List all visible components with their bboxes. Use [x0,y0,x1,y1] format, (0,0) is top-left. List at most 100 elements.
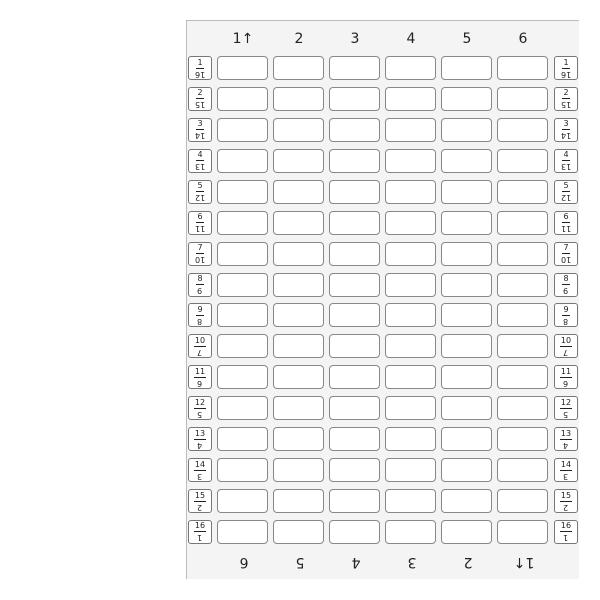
board-cell[interactable] [441,334,492,359]
row-number-top: 1 [196,57,204,69]
board-cell[interactable] [217,334,268,359]
board-cell[interactable] [217,117,268,142]
board-cell[interactable] [385,179,436,204]
board-cell[interactable] [497,86,548,111]
board-cell[interactable] [385,458,436,483]
board-cell[interactable] [385,241,436,266]
board-cell[interactable] [497,272,548,297]
board-cell[interactable] [273,179,324,204]
board-cell[interactable] [441,56,492,80]
board-cell[interactable] [441,519,492,544]
board-cell[interactable] [273,117,324,142]
board-cell[interactable] [217,427,268,452]
board-cell[interactable] [497,303,548,328]
board-cell[interactable] [217,519,268,544]
board-cell[interactable] [385,519,436,544]
board-cell[interactable] [329,241,380,266]
board-cell[interactable] [329,519,380,544]
board-cell[interactable] [217,303,268,328]
board-cell[interactable] [441,396,492,421]
board-cell[interactable] [329,86,380,111]
board-cell[interactable] [273,241,324,266]
board-cell[interactable] [329,303,380,328]
board-cell[interactable] [497,396,548,421]
board-cell[interactable] [273,489,324,514]
board-cell[interactable] [273,272,324,297]
board-cell[interactable] [497,519,548,544]
board-cell[interactable] [497,117,548,142]
board-cell[interactable] [385,365,436,390]
board-cell[interactable] [497,56,548,80]
board-cell[interactable] [385,210,436,235]
board-cell[interactable] [217,458,268,483]
board-cell[interactable] [217,365,268,390]
board-cell[interactable] [329,458,380,483]
board-cell[interactable] [217,179,268,204]
board-cell[interactable] [329,179,380,204]
row-number-bottom: 8 [563,316,569,326]
board-cell[interactable] [385,303,436,328]
board-cell[interactable] [273,519,324,544]
board-cell[interactable] [441,272,492,297]
board-cell[interactable] [385,334,436,359]
board-cell[interactable] [329,56,380,80]
board-cell[interactable] [385,396,436,421]
board-cell[interactable] [497,427,548,452]
row-number-bottom: 4 [563,440,569,450]
board-cell[interactable] [329,365,380,390]
board-cell[interactable] [441,148,492,173]
board-cell[interactable] [497,210,548,235]
row-number-bottom: 5 [197,409,203,419]
board-cell[interactable] [329,489,380,514]
board-cell[interactable] [385,56,436,80]
board-cell[interactable] [441,86,492,111]
board-cell[interactable] [497,489,548,514]
board-cell[interactable] [217,396,268,421]
board-cell[interactable] [497,334,548,359]
board-cell[interactable] [273,210,324,235]
board-cell[interactable] [217,56,268,80]
board-cell[interactable] [441,117,492,142]
board-cell[interactable] [329,210,380,235]
board-cell[interactable] [273,56,324,80]
board-cell[interactable] [441,489,492,514]
board-cell[interactable] [497,241,548,266]
board-cell[interactable] [217,86,268,111]
board-cell[interactable] [497,179,548,204]
board-cell[interactable] [441,210,492,235]
board-cell[interactable] [441,241,492,266]
board-cell[interactable] [217,272,268,297]
board-cell[interactable] [329,148,380,173]
board-cell[interactable] [273,334,324,359]
board-cell[interactable] [385,272,436,297]
board-cell[interactable] [385,86,436,111]
board-cell[interactable] [329,272,380,297]
board-cell[interactable] [497,458,548,483]
board-cell[interactable] [217,210,268,235]
board-cell[interactable] [385,489,436,514]
board-cell[interactable] [441,365,492,390]
board-cell[interactable] [273,303,324,328]
board-cell[interactable] [329,334,380,359]
board-cell[interactable] [217,148,268,173]
board-cell[interactable] [441,179,492,204]
board-cell[interactable] [385,117,436,142]
board-cell[interactable] [385,427,436,452]
board-cell[interactable] [273,396,324,421]
board-cell[interactable] [273,365,324,390]
board-cell[interactable] [217,241,268,266]
board-cell[interactable] [497,148,548,173]
board-cell[interactable] [385,148,436,173]
board-cell[interactable] [329,427,380,452]
board-cell[interactable] [273,86,324,111]
board-cell[interactable] [273,148,324,173]
board-cell[interactable] [329,117,380,142]
board-cell[interactable] [329,396,380,421]
board-cell[interactable] [217,489,268,514]
board-cell[interactable] [273,458,324,483]
board-cell[interactable] [441,458,492,483]
board-cell[interactable] [273,427,324,452]
board-cell[interactable] [497,365,548,390]
board-cell[interactable] [441,303,492,328]
board-cell[interactable] [441,427,492,452]
